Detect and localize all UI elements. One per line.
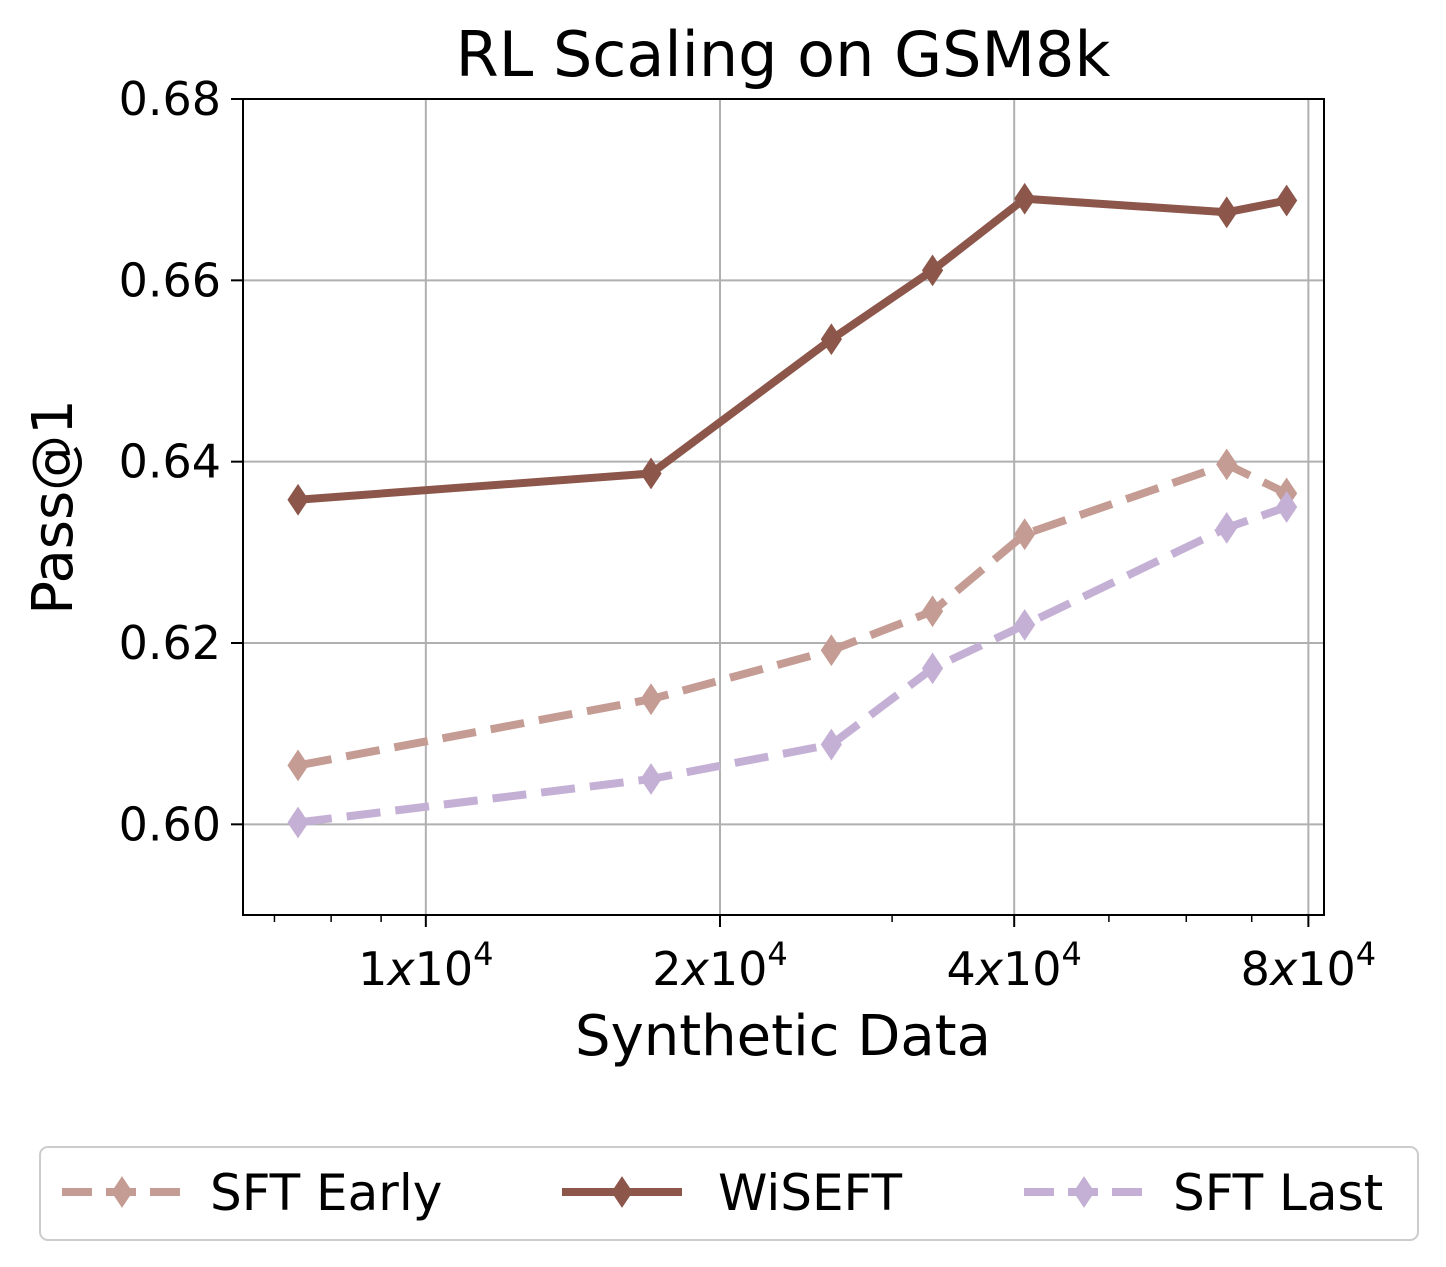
y-tick-label: 0.62: [119, 616, 221, 670]
data-point-wiseft: [1014, 182, 1036, 215]
y-tick-label: 0.68: [119, 72, 221, 126]
x-tick-label: 2x104: [652, 935, 787, 996]
plot-frame: [242, 98, 1325, 916]
legend-box: [39, 1146, 1419, 1241]
data-point-sft-last: [921, 652, 944, 685]
data-point-wiseft: [921, 254, 944, 287]
x-tick-label: 4x104: [946, 935, 1081, 996]
data-point-sft-last: [1276, 491, 1298, 523]
legend-marker-sft-early: [111, 1176, 133, 1208]
series-layer: [287, 182, 1298, 839]
data-point-sft-last: [1216, 511, 1238, 544]
data-point-wiseft: [1276, 184, 1298, 217]
y-tick-label: 0.64: [119, 435, 221, 489]
data-point-sft-early: [287, 749, 309, 782]
y-tick-label: 0.60: [119, 797, 221, 851]
data-point-sft-last: [287, 806, 309, 839]
data-point-sft-early: [1216, 448, 1238, 481]
x-axis-label: Synthetic Data: [575, 1004, 991, 1069]
data-point-sft-early: [921, 595, 944, 628]
y-tick-label: 0.66: [119, 253, 221, 307]
data-point-sft-last: [1014, 608, 1036, 641]
chart-title: RL Scaling on GSM8k: [456, 18, 1111, 91]
data-point-sft-last: [640, 763, 662, 795]
data-point-sft-early: [820, 634, 842, 667]
legend-label-sft-early: SFT Early: [210, 1164, 442, 1222]
grid-lines: [243, 98, 1324, 915]
legend-marker-sft-last: [1073, 1176, 1095, 1208]
legend-label-sft-last: SFT Last: [1173, 1164, 1383, 1222]
y-axis-label: Pass@1: [21, 399, 86, 615]
data-point-wiseft: [640, 457, 662, 490]
data-point-wiseft: [820, 323, 842, 356]
legend: SFT Early WiSEFT SFT Last: [39, 1146, 1419, 1241]
x-tick-label: 8x104: [1241, 935, 1376, 996]
axis-ticks: 0.60 0.62 0.64 0.66 0.68 1x104 2x104 4x104 8x104: [119, 72, 1377, 996]
data-point-sft-last: [820, 728, 842, 761]
data-point-sft-early: [1014, 518, 1036, 551]
data-point-wiseft: [287, 483, 309, 516]
series-line-sft-early: [297, 460, 1289, 770]
data-point-wiseft: [1216, 196, 1238, 229]
x-tick-label: 1x104: [358, 935, 493, 996]
series-line-wiseft: [297, 194, 1288, 504]
legend-label-wiseft: WiSEFT: [718, 1164, 902, 1222]
data-point-sft-early: [640, 683, 662, 716]
legend-marker-wiseft: [611, 1176, 633, 1208]
